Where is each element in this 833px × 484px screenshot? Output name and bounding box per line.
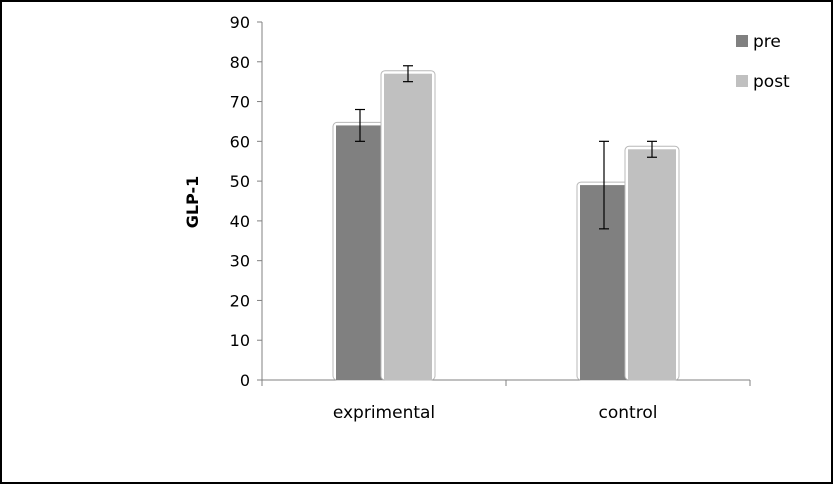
y-tick-labels: 0 10 20 30 40 50 60 70 80 90 [230, 13, 250, 390]
legend-label-post: post [753, 72, 790, 92]
bar-post [384, 73, 432, 380]
legend-swatch-pre [736, 35, 748, 47]
y-tick-label: 40 [230, 212, 250, 231]
y-tick-label: 80 [230, 53, 250, 72]
y-tick-label: 20 [230, 291, 250, 310]
x-tick-label: control [599, 403, 658, 423]
bars [332, 70, 680, 381]
y-tick-label: 50 [230, 172, 250, 191]
legend-swatch-post [736, 75, 748, 87]
error-bars [355, 65, 657, 230]
y-tick-label: 30 [230, 252, 250, 271]
y-tick-label: 70 [230, 93, 250, 112]
x-tick-label: exprimental [333, 403, 435, 423]
y-tick-label: 10 [230, 331, 250, 350]
y-axis-label: GLP-1 [183, 176, 202, 229]
y-tick-label: 90 [230, 13, 250, 32]
x-tick-labels: exprimental control [333, 403, 658, 423]
y-tick-label: 60 [230, 132, 250, 151]
legend: pre post [736, 32, 790, 92]
y-tick-label: 0 [240, 371, 250, 390]
bar-post [628, 149, 676, 380]
legend-label-pre: pre [753, 32, 781, 52]
bar-pre [336, 125, 384, 380]
